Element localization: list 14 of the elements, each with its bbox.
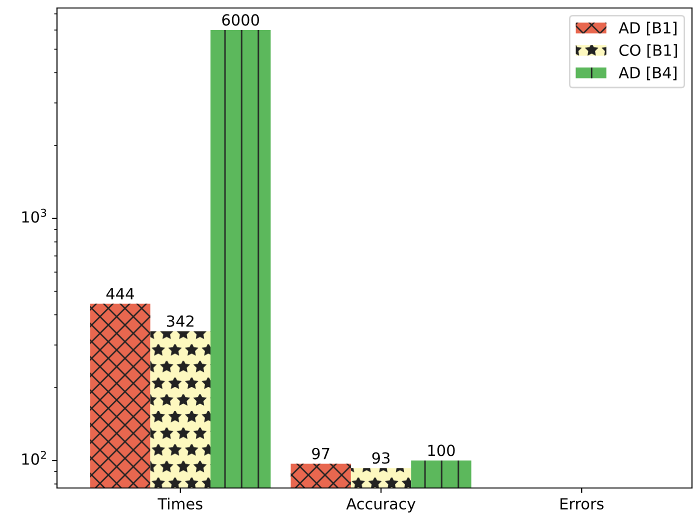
- data-label: 6000: [222, 14, 260, 26]
- data-label: 444: [106, 288, 134, 300]
- data-label: 93: [372, 452, 390, 464]
- legend-label: AD [B1]: [618, 22, 676, 36]
- data-label: 100: [428, 444, 455, 456]
- x-tick-label: Accuracy: [346, 498, 416, 513]
- x-tick-label: Times: [158, 498, 202, 510]
- legend-label: CO [B1]: [619, 44, 677, 58]
- y-tick-label: 10$^{2}$: [22, 450, 46, 465]
- y-tick-label: 10$^{3}$: [22, 208, 46, 223]
- data-label: 342: [166, 315, 194, 327]
- x-tick-label: Errors: [560, 498, 604, 510]
- legend-label: AD [B4]: [618, 66, 676, 80]
- data-label: 97: [312, 448, 330, 460]
